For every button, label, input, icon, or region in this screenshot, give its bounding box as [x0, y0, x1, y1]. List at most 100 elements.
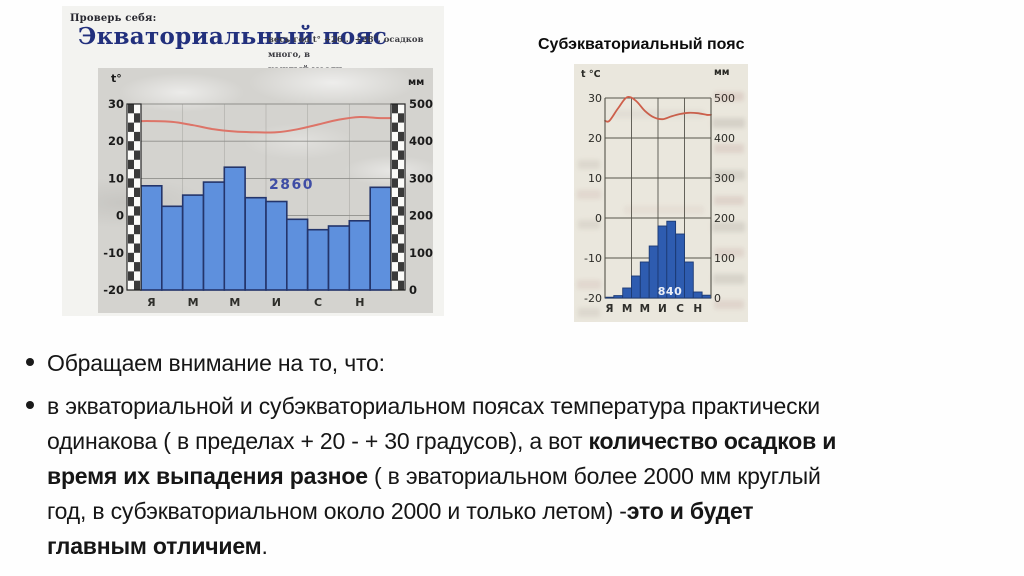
temp-axis-tick-label: 20: [588, 132, 602, 145]
month-axis-label: М: [622, 303, 632, 315]
temp-axis-tick-label: 20: [108, 134, 124, 148]
precip-bar: [202, 181, 226, 291]
page-bleed-artifact: [713, 170, 745, 180]
subequatorial-title: Субэкваториальный пояс: [538, 36, 745, 53]
page-bleed-artifact: [714, 92, 744, 101]
precip-bar: [265, 200, 288, 291]
page-bleed-artifact: [577, 190, 601, 199]
page-bleed-artifact: [714, 144, 744, 153]
precip-bar: [631, 275, 641, 299]
month-axis-label: М: [188, 296, 199, 309]
check-yourself-label: Проверь себя:: [70, 13, 157, 24]
month-axis-label: Я: [605, 303, 613, 315]
page-bleed-artifact: [714, 248, 744, 257]
bullet-text-line: Обращаем внимание на то, что:: [47, 350, 385, 376]
precip-axis-tick-label: 200: [409, 209, 433, 223]
temp-axis-tick-label: 0: [116, 209, 124, 223]
precip-bar: [701, 294, 712, 299]
equatorial-climograph-area: 30 20 10 0 -10 -20 500 400 300 200 100 0 t° мм Я М М И С Н 2…: [98, 68, 433, 313]
temp-axis-tick-label: 10: [108, 171, 124, 185]
precip-bars: [604, 220, 712, 299]
precip-bar: [369, 186, 392, 291]
month-axis-label: М: [640, 303, 650, 315]
month-axis-label: М: [229, 296, 240, 309]
precip-axis-tick-label: 400: [714, 132, 735, 145]
precip-bar: [622, 287, 632, 299]
thermometer-scale-column: [390, 103, 406, 291]
page-bleed-artifact: [624, 206, 704, 214]
precip-bar: [286, 218, 309, 291]
precip-bar: [648, 245, 659, 299]
month-axis-label: И: [272, 296, 281, 309]
temperature-line: [604, 96, 712, 123]
page-bleed-artifact: [714, 196, 744, 205]
precip-bar: [604, 296, 615, 299]
bullet-text-line: год, в субэкваториальном около 2000 и то…: [47, 498, 754, 524]
precip-axis-tick-label: 300: [409, 171, 433, 185]
precip-bar: [684, 261, 694, 299]
precip-axis-tick-label: 0: [714, 292, 721, 305]
temperature-line: [140, 115, 392, 134]
temp-axis-tick-label: 10: [588, 172, 602, 185]
page-bleed-artifact: [713, 274, 745, 284]
page-bleed-artifact: [714, 300, 744, 309]
month-axis-label: Н: [355, 296, 364, 309]
month-axis-label: С: [314, 296, 322, 309]
annual-precip-label: 2860: [269, 177, 314, 193]
bullet-text-line: время их выпадения разное ( в эваториаль…: [47, 463, 821, 489]
temp-axis-title: t °C: [581, 69, 601, 80]
precip-axis-tick-label: 100: [714, 252, 735, 265]
precip-bar: [692, 291, 703, 299]
equatorial-title: Экваториальный пояс: [78, 23, 388, 50]
temp-axis-tick-label: 30: [588, 92, 602, 105]
temp-axis-tick-label: -20: [103, 283, 124, 297]
bullet-dot-icon: [26, 401, 34, 409]
precip-bar: [327, 225, 351, 291]
temp-axis-title: t°: [111, 72, 122, 85]
precip-axis-tick-label: 0: [409, 283, 417, 297]
precip-axis-title: мм: [714, 67, 730, 78]
precip-bar: [181, 194, 205, 291]
precip-bars: [140, 166, 392, 291]
page-bleed-artifact: [578, 160, 600, 169]
precip-bar: [160, 205, 184, 291]
temp-axis-tick-label: 0: [595, 212, 602, 225]
precip-axis-tick-label: 100: [409, 246, 433, 260]
thermometer-scale-column: [126, 103, 142, 291]
bullet-dot-icon: [26, 358, 34, 366]
temp-axis-tick-label: -10: [584, 252, 602, 265]
temp-axis-tick-label: -10: [103, 246, 124, 260]
precip-axis-tick-label: 500: [409, 97, 433, 111]
equatorial-scan-panel: Проверь себя: Экваториальный пояс весь г…: [62, 6, 444, 316]
bullet-text-line: в экваториальной и субэкваториальном поя…: [47, 393, 820, 419]
precip-bar: [613, 295, 624, 299]
page-bleed-artifact: [614, 110, 704, 118]
page-bleed-artifact: [578, 308, 600, 317]
precip-axis-tick-label: 500: [714, 92, 735, 105]
precip-axis-title: мм: [408, 77, 424, 88]
month-axis-label: Я: [147, 296, 155, 309]
temp-axis-tick-label: 30: [108, 97, 124, 111]
precip-bar: [223, 166, 246, 291]
bullet-list: Обращаем внимание на то, что: в экваториа…: [26, 346, 1016, 572]
annual-precip-label: 840: [658, 285, 682, 298]
bullet-text-line: одинакова ( в пределах + 20 - + 30 граду…: [47, 428, 837, 454]
page-bleed-artifact: [578, 220, 600, 229]
month-axis-label: И: [658, 303, 667, 315]
page-bleed-artifact: [712, 222, 745, 232]
page-bleed-artifact: [577, 280, 601, 289]
precip-bar: [244, 196, 267, 291]
page-bleed-artifact: [712, 118, 745, 128]
bullet-item: в экваториальной и субэкваториальном поя…: [26, 389, 1016, 564]
precip-bar: [140, 185, 163, 291]
bullet-text-line: главным отличием.: [47, 533, 268, 559]
precip-bar: [639, 261, 650, 299]
subequatorial-scan-panel: 30 20 10 0 -10 -20 500 400 300 200 100 0 t °C мм Я М М И С…: [574, 64, 748, 322]
precip-bar: [306, 228, 330, 291]
precip-axis-tick-label: 400: [409, 134, 433, 148]
equatorial-note-line: весь год t° +26... +28°, осадков много, …: [268, 35, 424, 60]
month-axis-label: С: [676, 303, 684, 315]
